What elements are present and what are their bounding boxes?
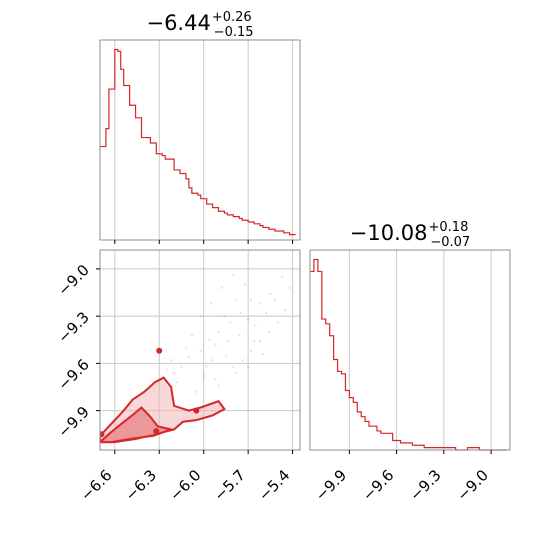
scatter-point bbox=[217, 330, 220, 333]
scatter-point bbox=[247, 365, 250, 368]
x-tick-label: −6.3 bbox=[122, 466, 160, 504]
scatter-point bbox=[208, 338, 211, 341]
scatter-point bbox=[199, 349, 202, 352]
scatter-point bbox=[214, 378, 217, 381]
scatter-point bbox=[259, 340, 261, 343]
contour-island bbox=[100, 431, 105, 438]
scatter-contour-panel: −6.6 −6.3 −6.0 −5.7 −5.4 −9.0 −9.3 −9.6 −9.9 bbox=[54, 249, 301, 505]
scatter-point bbox=[180, 365, 183, 368]
scatter-point bbox=[232, 365, 235, 368]
title-param-1-value: −6.44 bbox=[146, 11, 210, 35]
scatter-point bbox=[211, 359, 214, 362]
contour-inner bbox=[100, 406, 175, 444]
scatter-point bbox=[288, 286, 291, 289]
contour-island bbox=[156, 347, 163, 354]
histogram-right-grid bbox=[348, 250, 492, 450]
x-tick-label-right: −9.0 bbox=[453, 466, 491, 504]
scatter-point bbox=[244, 283, 247, 286]
scatter-point bbox=[187, 356, 190, 359]
scatter-point bbox=[281, 275, 284, 278]
scatter-point bbox=[232, 274, 235, 277]
scatter-point bbox=[229, 321, 232, 324]
scatter-point bbox=[165, 368, 168, 371]
scatter-point bbox=[250, 299, 253, 302]
histogram-top-grid bbox=[114, 40, 294, 240]
scatter-point bbox=[176, 381, 179, 384]
scatter-point bbox=[241, 359, 244, 362]
x-tick-label-right: −9.9 bbox=[312, 466, 350, 504]
title-param-2-plus: +0.18 bbox=[429, 220, 469, 235]
x-tick-label: −5.7 bbox=[210, 466, 248, 504]
title-param-1: −6.44+0.26 −0.15 bbox=[146, 10, 253, 40]
scatter-point bbox=[264, 311, 267, 314]
scatter-points bbox=[165, 274, 291, 393]
title-param-1-plus: +0.26 bbox=[212, 10, 252, 25]
scatter-point bbox=[205, 365, 208, 368]
y-tick-label: −9.3 bbox=[54, 308, 92, 346]
title-param-2: −10.08+0.18 −0.07 bbox=[350, 220, 470, 250]
scatter-point bbox=[214, 343, 217, 346]
scatter-frame bbox=[99, 249, 301, 451]
scatter-point bbox=[226, 340, 229, 343]
x-tick-label: −5.4 bbox=[255, 466, 293, 504]
scatter-point bbox=[267, 330, 270, 333]
scatter-point bbox=[199, 315, 202, 318]
scatter-point bbox=[220, 286, 223, 289]
scatter-point bbox=[259, 302, 261, 305]
scatter-point bbox=[235, 299, 238, 302]
x-tick-label: −6.0 bbox=[166, 466, 204, 504]
scatter-point bbox=[253, 340, 256, 343]
histogram-panel-top: −6.44+0.26 −0.15 bbox=[99, 10, 301, 244]
scatter-point bbox=[269, 293, 272, 296]
histogram-top-frame bbox=[99, 39, 301, 241]
histogram-right-ticks: −9.9 −9.6 −9.3 −9.0 bbox=[312, 450, 492, 505]
scatter-point bbox=[250, 349, 253, 352]
scatter-point bbox=[173, 371, 176, 374]
y-tick-label: −9.9 bbox=[54, 403, 92, 441]
title-param-1-minus: −0.15 bbox=[214, 25, 254, 40]
title-param-2-minus: −0.07 bbox=[430, 235, 470, 250]
scatter-point bbox=[284, 308, 287, 311]
scatter-point bbox=[235, 371, 238, 374]
scatter-point bbox=[195, 390, 198, 393]
scatter-point bbox=[202, 374, 205, 377]
x-tick-label-right: −9.6 bbox=[359, 466, 397, 504]
histogram-top-steps bbox=[100, 48, 296, 236]
scatter-point bbox=[184, 346, 187, 349]
scatter-point bbox=[224, 354, 227, 357]
scatter-point bbox=[261, 352, 264, 355]
y-tick-label: −9.0 bbox=[54, 261, 92, 299]
y-tick-label: −9.6 bbox=[54, 355, 92, 393]
scatter-point bbox=[217, 384, 220, 387]
x-tick-label-right: −9.3 bbox=[406, 466, 444, 504]
scatter-point bbox=[170, 359, 173, 362]
scatter-point bbox=[273, 299, 276, 302]
histogram-right-frame bbox=[309, 249, 511, 451]
contour-islands bbox=[100, 347, 200, 438]
scatter-point bbox=[247, 318, 250, 321]
scatter-point bbox=[223, 315, 226, 318]
scatter-point bbox=[276, 321, 279, 324]
x-tick-label: −6.6 bbox=[77, 466, 115, 504]
title-param-2-value: −10.08 bbox=[350, 221, 428, 245]
scatter-point bbox=[210, 302, 213, 305]
contour-island bbox=[193, 407, 200, 414]
scatter-point bbox=[254, 324, 257, 327]
scatter-point bbox=[190, 334, 193, 337]
histogram-top-ticks bbox=[114, 240, 294, 244]
scatter-point bbox=[238, 334, 241, 337]
histogram-panel-right: −9.9 −9.6 −9.3 −9.0 −10.08+0.18 −0.07 bbox=[309, 220, 511, 505]
scatter-point bbox=[239, 311, 242, 314]
contour-island bbox=[153, 428, 160, 435]
